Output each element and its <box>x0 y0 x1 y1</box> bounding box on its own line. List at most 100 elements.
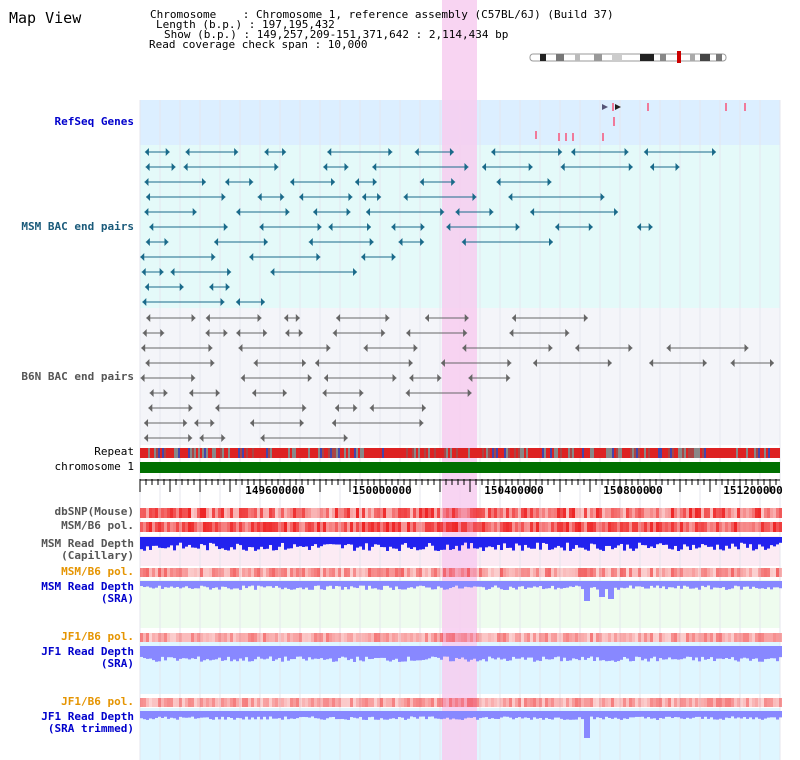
bac-end-mark <box>284 314 289 322</box>
repeat-mark <box>430 448 432 458</box>
polymorphism-mark <box>713 508 716 518</box>
repeat-mark <box>770 448 772 458</box>
polymorphism-mark <box>767 633 770 642</box>
read-depth-bar <box>632 646 635 661</box>
repeat-mark <box>642 448 644 458</box>
polymorphism-mark <box>452 522 455 532</box>
read-depth-bar <box>431 581 434 590</box>
repeat-mark <box>640 448 642 458</box>
polymorphism-mark <box>389 633 392 642</box>
polymorphism-mark <box>317 568 320 577</box>
polymorphism-mark <box>221 568 224 577</box>
repeat-mark <box>602 448 604 458</box>
polymorphism-mark <box>626 698 629 707</box>
read-depth-bar <box>704 711 707 717</box>
polymorphism-mark <box>176 522 179 532</box>
track-label-msm-bac[interactable]: MSM BAC end pairs <box>21 220 134 233</box>
repeat-mark <box>576 448 578 458</box>
repeat-mark <box>578 448 580 458</box>
polymorphism-mark <box>458 522 461 532</box>
bac-end-mark <box>299 193 304 201</box>
bac-end-mark <box>225 178 230 186</box>
read-depth-bar <box>701 646 704 657</box>
read-depth-bar <box>272 711 275 719</box>
polymorphism-mark <box>305 698 308 707</box>
polymorphism-mark <box>473 568 476 577</box>
polymorphism-mark <box>485 508 488 518</box>
polymorphism-mark <box>674 522 677 532</box>
repeat-mark <box>218 448 220 458</box>
bac-end-mark <box>391 223 396 231</box>
repeat-mark <box>528 448 530 458</box>
read-depth-bar <box>476 581 479 587</box>
repeat-mark <box>486 448 488 458</box>
polymorphism-mark <box>548 568 551 577</box>
polymorphism-mark <box>149 633 152 642</box>
polymorphism-mark <box>623 508 626 518</box>
track-label-refseq[interactable]: RefSeq Genes <box>54 115 134 128</box>
read-depth-bar <box>281 581 284 590</box>
read-depth-bar <box>281 646 284 662</box>
read-depth-bar <box>695 581 698 588</box>
polymorphism-mark <box>506 508 509 518</box>
repeat-mark <box>368 448 370 458</box>
repeat-mark <box>232 448 234 458</box>
read-depth-bar <box>677 711 680 718</box>
polymorphism-mark <box>671 698 674 707</box>
read-depth-bar <box>416 581 419 587</box>
polymorphism-mark <box>386 522 389 532</box>
read-depth-bar <box>257 646 260 657</box>
polymorphism-mark <box>656 698 659 707</box>
read-depth-bar <box>326 646 329 660</box>
polymorphism-mark <box>356 568 359 577</box>
read-depth-bar <box>674 711 677 718</box>
repeat-mark <box>400 448 402 458</box>
polymorphism-mark <box>401 522 404 532</box>
polymorphism-mark <box>227 698 230 707</box>
bac-end-mark <box>220 298 225 306</box>
repeat-mark <box>670 448 672 458</box>
read-depth-bar <box>593 711 596 720</box>
polymorphism-mark <box>188 698 191 707</box>
polymorphism-mark <box>320 508 323 518</box>
polymorphism-mark <box>611 522 614 532</box>
bac-end-mark <box>346 208 351 216</box>
polymorphism-mark <box>734 568 737 577</box>
read-depth-bar <box>692 581 695 589</box>
repeat-mark <box>216 448 218 458</box>
bac-end-mark <box>145 238 150 246</box>
read-depth-bar <box>275 537 278 551</box>
repeat-mark <box>596 448 598 458</box>
polymorphism-mark <box>161 633 164 642</box>
polymorphism-mark <box>737 508 740 518</box>
track-label-jf1-pol-2: JF1/B6 pol. <box>61 695 134 708</box>
repeat-mark <box>294 448 296 458</box>
read-depth-bar <box>668 581 671 588</box>
polymorphism-mark <box>248 633 251 642</box>
read-depth-bar <box>620 581 623 588</box>
read-depth-bar <box>200 711 203 718</box>
bac-end-mark <box>205 314 210 322</box>
polymorphism-mark <box>542 522 545 532</box>
polymorphism-mark <box>146 698 149 707</box>
read-depth-bar <box>416 711 419 719</box>
polymorphism-mark <box>182 522 185 532</box>
polymorphism-mark <box>620 568 623 577</box>
read-depth-bar <box>206 711 209 718</box>
read-depth-bar <box>752 581 755 587</box>
polymorphism-mark <box>731 633 734 642</box>
track-label-b6n-bac[interactable]: B6N BAC end pairs <box>21 370 134 383</box>
read-depth-bar <box>197 646 200 657</box>
read-depth-bar <box>266 581 269 587</box>
polymorphism-mark <box>767 508 770 518</box>
read-depth-bar <box>224 581 227 587</box>
repeat-mark <box>720 448 722 458</box>
polymorphism-mark <box>446 698 449 707</box>
polymorphism-mark <box>746 508 749 518</box>
repeat-mark <box>266 448 268 458</box>
polymorphism-mark <box>269 522 272 532</box>
polymorphism-mark <box>167 568 170 577</box>
polymorphism-mark <box>314 698 317 707</box>
read-depth-bar <box>422 537 425 550</box>
